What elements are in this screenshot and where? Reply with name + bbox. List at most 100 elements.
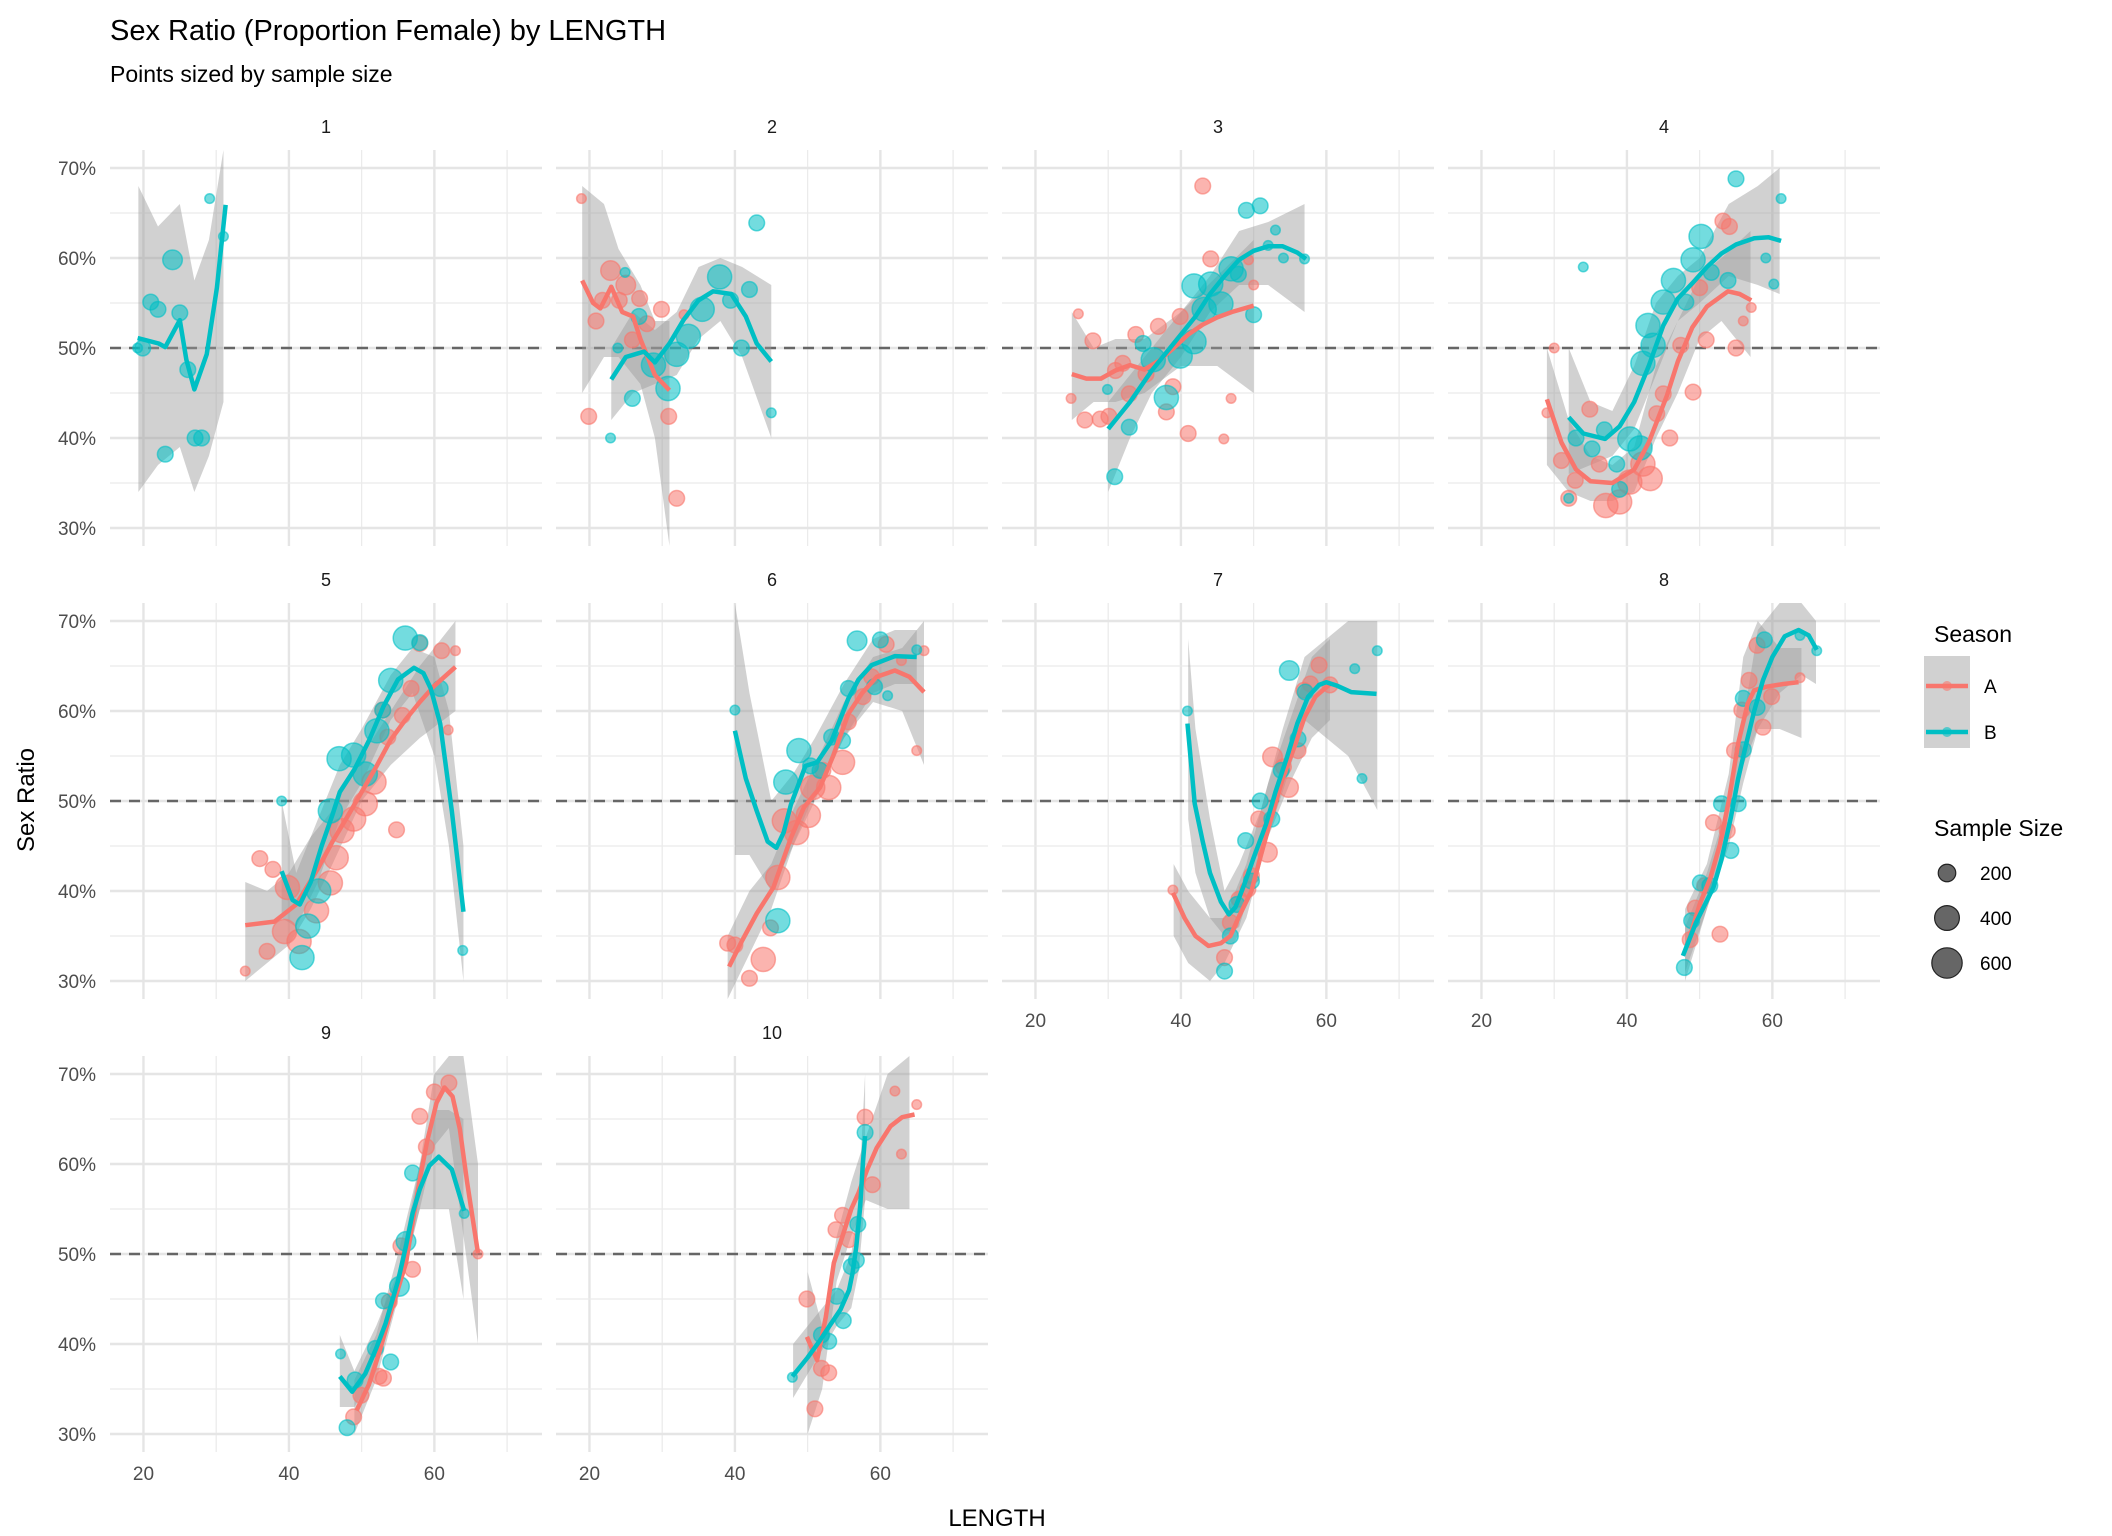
data-point-B [156, 445, 174, 463]
data-point-A [1740, 671, 1758, 689]
legend-size-label: 600 [1980, 954, 2012, 975]
data-point-B [846, 630, 868, 652]
data-point-B [1356, 772, 1368, 785]
x-tick-label: 40 [278, 1464, 299, 1485]
data-point-B [1153, 384, 1180, 411]
data-point-B [1251, 197, 1269, 215]
data-point-A [750, 946, 777, 973]
y-tick-label: 50% [58, 339, 96, 360]
data-point-B [871, 631, 889, 649]
data-point-B [729, 704, 741, 716]
smooth-line-A [580, 279, 672, 392]
data-point-A [798, 1290, 816, 1308]
facet-panel-8: 8 20 40 60 [1448, 570, 1880, 1032]
smooth-line-B [1106, 244, 1308, 431]
legend: Season Sample Size A B 200 400 600 [1924, 621, 2063, 979]
panel-plot-area [132, 150, 230, 492]
data-point-B [1577, 261, 1589, 273]
smooth-line-B [790, 1135, 868, 1378]
data-point-B [740, 280, 759, 299]
data-point-B [1719, 271, 1737, 290]
data-point-B [765, 407, 777, 419]
data-point-B [623, 389, 641, 407]
y-tick-label: 50% [58, 792, 96, 813]
panel-plot-area [719, 603, 930, 999]
legend-size-item: 200 [1937, 863, 2012, 885]
strip-label: 3 [1213, 117, 1223, 137]
data-point-A [863, 1176, 881, 1194]
data-point-A [1194, 177, 1212, 195]
smooth-line-A [1170, 682, 1332, 949]
data-point-B [1278, 659, 1300, 682]
data-point-B [276, 795, 288, 807]
data-point-A [1179, 424, 1197, 443]
y-tick-label: 70% [58, 1065, 96, 1086]
data-point-B [882, 690, 894, 702]
data-point-A [1548, 342, 1560, 354]
data-point-A [1697, 331, 1715, 349]
data-point-A [1754, 718, 1772, 736]
x-tick-label: 40 [1616, 1011, 1637, 1032]
data-point-B [663, 341, 690, 368]
facet-panel-4: 4 [1448, 117, 1880, 546]
data-point-B [911, 644, 923, 656]
data-point-A [740, 969, 759, 987]
smooth-line-A [1544, 289, 1753, 486]
data-point-A [264, 860, 282, 878]
smooth-line-B [279, 665, 466, 912]
facet-panel-3: 3 [1002, 117, 1434, 546]
legend-size-item: 400 [1933, 904, 2012, 931]
data-point-A [587, 312, 605, 330]
data-point-A [911, 1099, 923, 1111]
data-point-B [1675, 958, 1693, 977]
data-point-A [1704, 814, 1723, 832]
data-point-B [457, 944, 469, 956]
data-point-B [1134, 334, 1152, 353]
data-point-B [1660, 267, 1687, 294]
data-point-B [619, 266, 631, 278]
data-point-A [1225, 392, 1237, 404]
panel-plot-area [1065, 177, 1311, 492]
data-point-B [1563, 492, 1575, 504]
legend-season-item-B: B [1926, 723, 1997, 744]
data-point-B [289, 944, 315, 971]
data-point-B [1755, 631, 1773, 649]
data-point-B [1680, 246, 1706, 273]
data-point-A [251, 850, 269, 868]
data-point-A [1661, 429, 1679, 447]
strip-label: 2 [767, 117, 777, 137]
data-point-A [889, 1085, 901, 1097]
facet-panel-1: 1 30% 40% 50% 60% 70% [58, 117, 542, 546]
data-point-A [258, 942, 276, 960]
data-point-A [1581, 400, 1599, 418]
smooth-line-B [732, 653, 917, 851]
data-point-B [1688, 223, 1714, 250]
legend-season-label: A [1984, 677, 1997, 698]
strip-label: 7 [1213, 570, 1223, 590]
confidence-ribbon-A [807, 1056, 910, 1434]
y-tick-label: 30% [58, 1425, 96, 1446]
smooth-line-B [137, 204, 228, 392]
facet-panel-10: 10 20 40 60 [556, 1023, 988, 1485]
data-point-A [1065, 392, 1077, 404]
data-point-A [660, 407, 678, 425]
panel-plot-area [1167, 621, 1383, 981]
data-point-A [239, 965, 251, 977]
data-point-B [1237, 832, 1255, 850]
data-point-B [149, 300, 167, 318]
facet-panel-6: 6 [556, 570, 988, 999]
data-point-B [612, 342, 624, 354]
strip-label: 8 [1659, 570, 1669, 590]
panel-plot-area [575, 186, 777, 546]
chart-subtitle: Points sized by sample size [110, 61, 393, 87]
data-point-B [1349, 663, 1361, 675]
data-point-A [449, 645, 462, 657]
strip-label: 6 [767, 570, 777, 590]
data-point-A [1248, 279, 1260, 291]
panel-plot-area [1541, 168, 1787, 519]
data-point-B [334, 1348, 347, 1360]
data-point-A [615, 274, 637, 296]
confidence-ribbon-B [1108, 204, 1305, 492]
y-tick-label: 30% [58, 972, 96, 993]
legend-season-title: Season [1934, 621, 2012, 647]
